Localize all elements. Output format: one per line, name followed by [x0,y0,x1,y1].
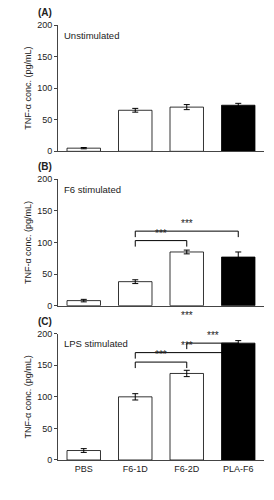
svg-text:150: 150 [37,206,52,216]
svg-text:100: 100 [37,238,52,248]
svg-text:***: *** [181,310,193,321]
svg-text:(C): (C) [38,316,52,327]
svg-text:0: 0 [47,301,52,311]
svg-text:***: *** [155,349,167,360]
svg-text:50: 50 [42,269,52,279]
svg-text:TNF-α conc. (pg/mL): TNF-α conc. (pg/mL) [23,201,33,284]
svg-text:***: *** [181,340,193,351]
svg-text:Unstimulated: Unstimulated [64,30,119,41]
svg-text:TNF-α conc. (pg/mL): TNF-α conc. (pg/mL) [23,355,33,438]
svg-text:150: 150 [37,360,52,370]
svg-text:LPS stimulated: LPS stimulated [64,338,128,349]
svg-text:***: *** [207,330,219,341]
svg-text:(B): (B) [38,161,52,172]
svg-text:(A): (A) [38,7,52,18]
svg-text:100: 100 [37,83,52,93]
svg-text:TNF-α conc. (pg/mL): TNF-α conc. (pg/mL) [23,47,33,130]
svg-text:PBS: PBS [75,464,93,474]
svg-text:200: 200 [37,20,52,30]
svg-text:F6 stimulated: F6 stimulated [64,184,121,195]
svg-text:***: *** [181,218,193,229]
svg-text:0: 0 [47,455,52,465]
svg-text:200: 200 [37,329,52,339]
svg-text:50: 50 [42,424,52,434]
svg-text:0: 0 [47,146,52,156]
svg-text:PLA-F6: PLA-F6 [223,464,254,474]
svg-text:150: 150 [37,52,52,62]
svg-text:50: 50 [42,115,52,125]
svg-text:F6-1D: F6-1D [123,464,149,474]
svg-text:200: 200 [37,174,52,184]
svg-text:F6-2D: F6-2D [174,464,200,474]
svg-text:***: *** [155,228,167,239]
svg-text:100: 100 [37,392,52,402]
